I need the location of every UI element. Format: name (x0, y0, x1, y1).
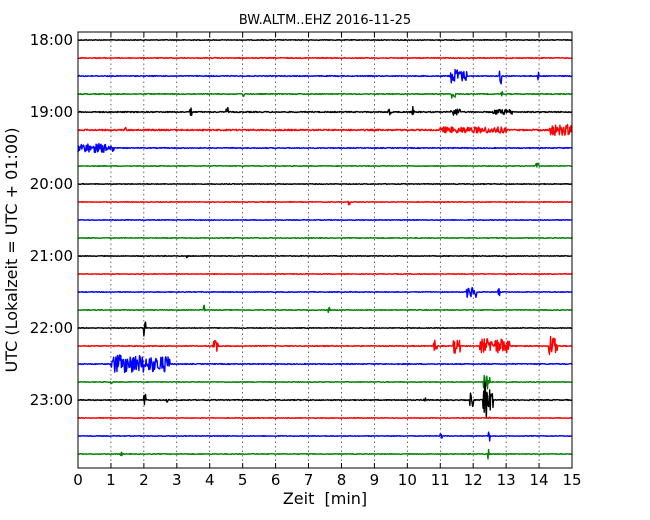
trace-line (77, 38, 573, 42)
x-axis-label: Zeit [min] (283, 489, 367, 508)
trace-line (77, 218, 573, 222)
trace-line (77, 200, 573, 206)
trace-line (77, 123, 573, 137)
x-tick-label: 0 (73, 471, 83, 489)
x-tick-label: 7 (304, 471, 314, 489)
x-tick-label: 15 (562, 471, 581, 489)
trace-line (77, 321, 573, 337)
trace-line (77, 335, 573, 356)
trace-line (77, 236, 573, 240)
trace-line (77, 272, 573, 276)
x-tick-label: 2 (139, 471, 149, 489)
trace-line (77, 374, 573, 390)
x-tick-label: 4 (205, 471, 215, 489)
x-tick-label: 3 (172, 471, 182, 489)
y-tick-label: 23:00 (30, 391, 73, 409)
x-tick-label: 8 (337, 471, 347, 489)
trace-line (77, 448, 573, 460)
x-tick-label: 11 (431, 471, 450, 489)
y-axis: 18:00 19:00 20:00 21:00 22:00 23:00 (30, 31, 572, 409)
y-axis-label: UTC (Lokalzeit = UTC + 01:00) (2, 128, 21, 373)
chart-title: BW.ALTM..EHZ 2016-11-25 (239, 13, 411, 28)
x-tick-label: 10 (398, 471, 417, 489)
x-tick-label: 12 (464, 471, 483, 489)
trace-line (77, 142, 573, 154)
x-axis: 0 1 2 3 4 5 6 7 8 9 10 11 12 13 14 15 (73, 32, 582, 489)
trace-line (77, 416, 573, 420)
y-tick-label: 18:00 (30, 31, 73, 49)
trace-line (77, 381, 573, 418)
trace-line (77, 68, 573, 85)
trace-line (77, 431, 573, 442)
plot-frame (77, 31, 573, 469)
y-tick-label: 22:00 (30, 319, 73, 337)
grid-lines (110, 32, 540, 468)
y-tick-label: 19:00 (30, 103, 73, 121)
x-tick-label: 14 (530, 471, 549, 489)
trace-line (77, 254, 573, 259)
x-tick-label: 13 (497, 471, 516, 489)
x-tick-label: 5 (238, 471, 248, 489)
trace-line (77, 162, 573, 168)
trace-line (77, 304, 573, 314)
x-tick-label: 9 (370, 471, 380, 489)
x-tick-label: 1 (106, 471, 116, 489)
trace-line (77, 105, 573, 117)
trace-line (77, 56, 573, 60)
y-tick-label: 20:00 (30, 175, 73, 193)
trace-line (77, 91, 573, 99)
trace-line (77, 286, 573, 298)
y-tick-label: 21:00 (30, 247, 73, 265)
x-tick-label: 6 (271, 471, 281, 489)
trace-line (77, 354, 573, 374)
traces (77, 38, 573, 460)
trace-line (77, 182, 573, 186)
